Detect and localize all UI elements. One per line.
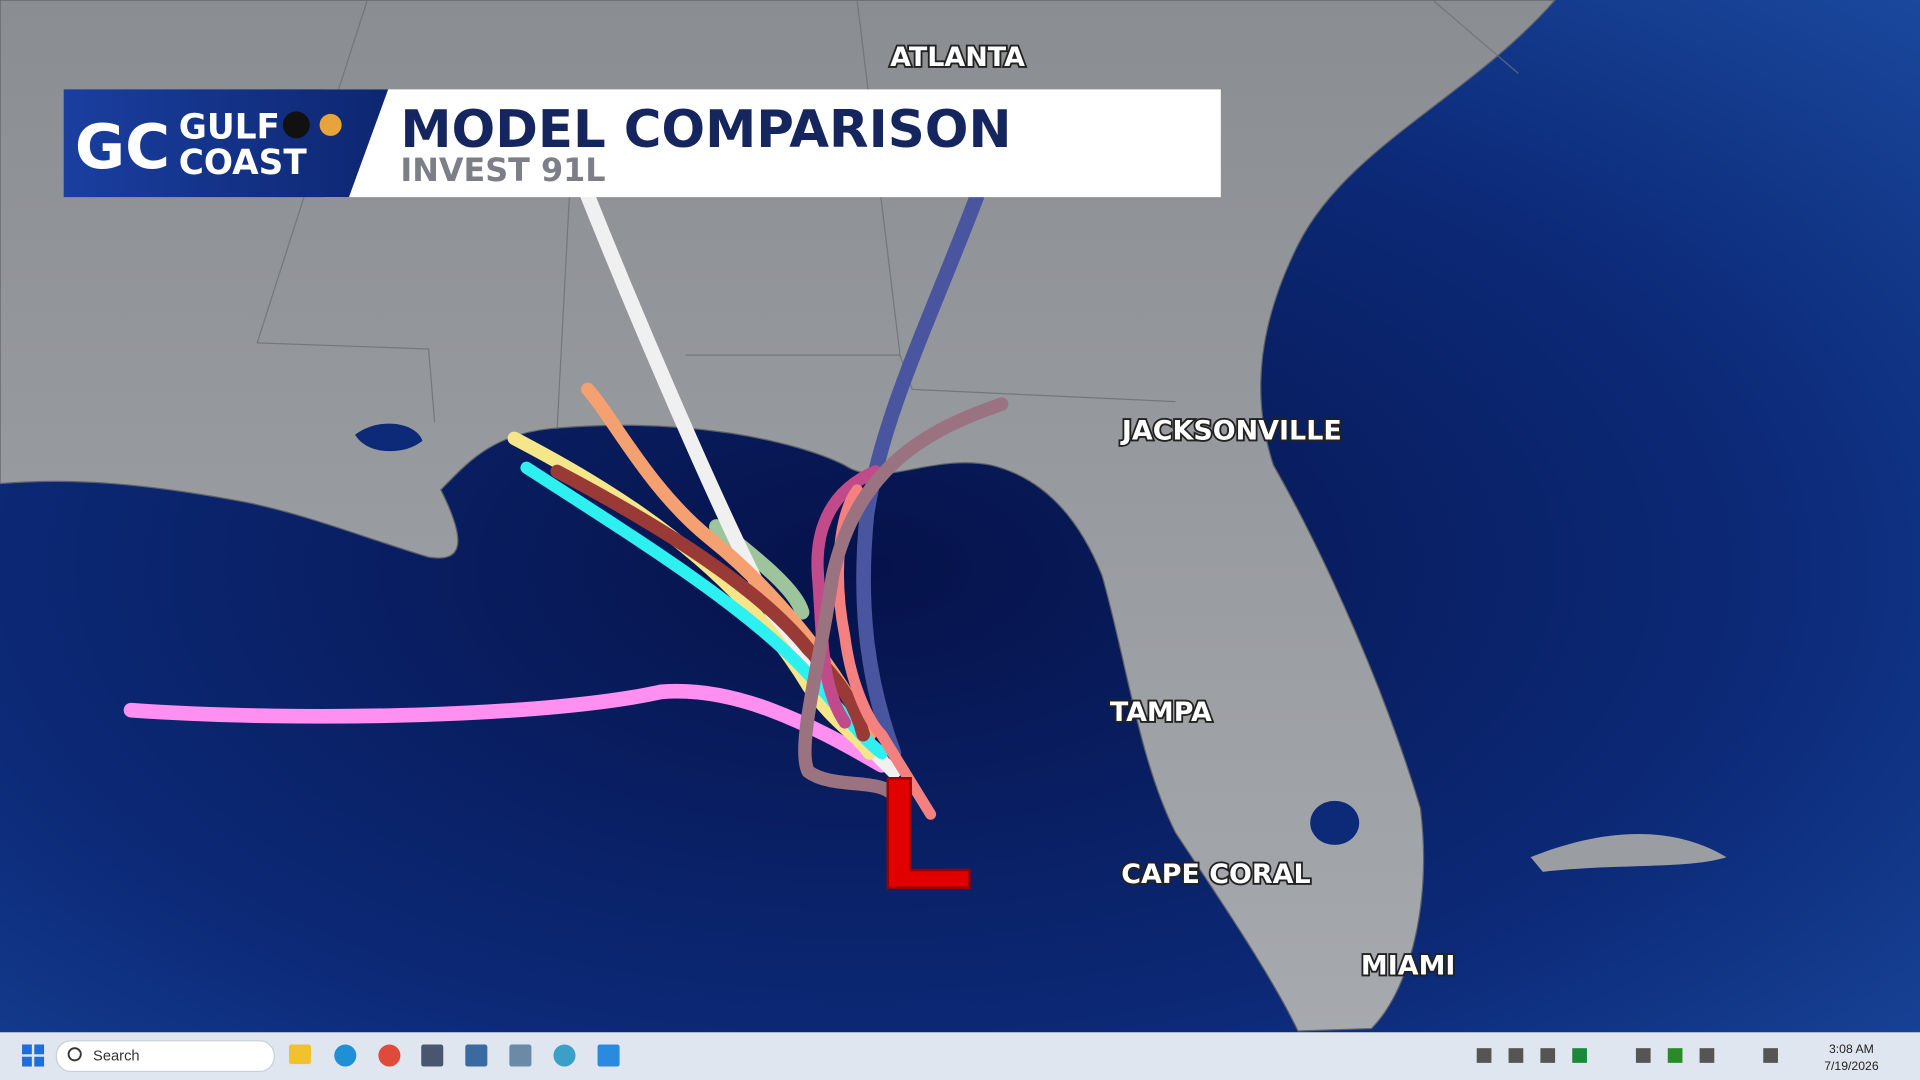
city-label: TAMPA (1110, 697, 1212, 728)
tray-icon[interactable] (1635, 1048, 1651, 1063)
model-tracks (123, 188, 1009, 820)
app-icon[interactable] (421, 1044, 444, 1067)
tray-icon[interactable] (1508, 1048, 1524, 1063)
header-banner: GC GULF COAST MODEL COMPARISON INVEST 91… (63, 89, 1221, 198)
tray-icon[interactable] (1763, 1048, 1778, 1063)
header-subtitle: INVEST 91L (400, 151, 605, 189)
logo-monogram: GC (75, 112, 170, 183)
search-box[interactable]: Search (55, 1040, 275, 1073)
clock-time: 3:08 AM (1829, 1042, 1874, 1056)
land (0, 0, 1556, 1032)
logo-text: COAST (179, 143, 308, 183)
city-labels: ATLANTA JACKSONVILLE TAMPA CAPE CORAL MI… (888, 40, 1457, 983)
tray-icon[interactable] (1476, 1048, 1492, 1063)
search-placeholder: Search (93, 1048, 140, 1064)
app-icon[interactable] (334, 1044, 357, 1067)
header-title: MODEL COMPARISON (400, 100, 1011, 160)
city-label: ATLANTA (890, 42, 1025, 73)
logo-text: GULF (179, 107, 280, 147)
city-label: MIAMI (1361, 951, 1455, 982)
app-icon[interactable] (509, 1044, 532, 1067)
city-label: CAPE CORAL (1121, 859, 1310, 890)
storm-symbol: L (877, 744, 974, 922)
track (550, 464, 870, 742)
track (856, 188, 985, 761)
taskbar: Search 3:08 AM 7/19/2026 (0, 1032, 1920, 1080)
app-icon[interactable] (378, 1044, 401, 1067)
track (123, 683, 889, 773)
tray-icon[interactable] (1699, 1048, 1715, 1063)
app-icon[interactable] (288, 1044, 312, 1065)
tray-icon[interactable] (1572, 1048, 1587, 1063)
tray-icon[interactable] (1540, 1048, 1556, 1063)
app-icon[interactable] (597, 1044, 620, 1067)
app-icon[interactable] (465, 1044, 488, 1067)
track (520, 461, 888, 760)
track (811, 465, 882, 729)
clock-date: 7/19/2026 (1824, 1059, 1879, 1073)
clock[interactable]: 3:08 AM 7/19/2026 (1824, 1042, 1879, 1073)
city-label: JACKSONVILLE (1120, 416, 1342, 447)
track (798, 397, 1009, 803)
start-button[interactable] (22, 1044, 45, 1067)
app-icon[interactable] (553, 1044, 576, 1067)
tray-icon[interactable] (1667, 1048, 1683, 1063)
